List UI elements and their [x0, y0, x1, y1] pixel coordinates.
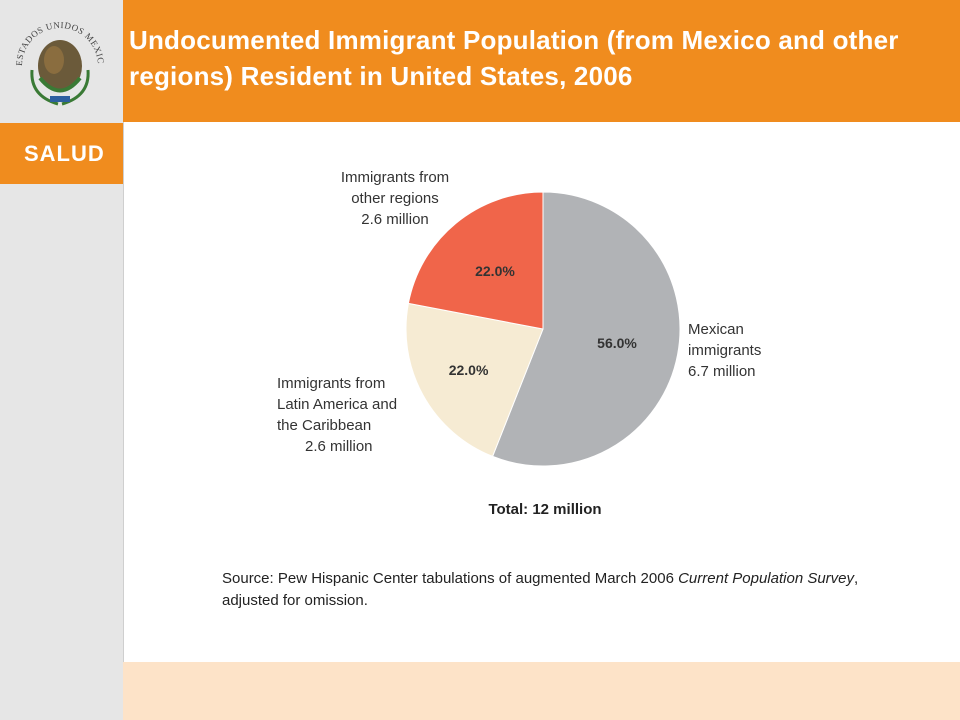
header: Undocumented Immigrant Population (from … — [123, 0, 960, 122]
pie-slice-other-regions — [407, 191, 544, 330]
source-note: Source: Pew Hispanic Center tabulations … — [222, 568, 862, 612]
source-italic: Current Population Survey — [678, 570, 855, 587]
slice-label-other-regions-line: 2.6 million — [361, 211, 429, 228]
salud-tab[interactable]: SALUD — [0, 123, 123, 184]
source-suffix: , adjusted for omission. — [222, 570, 859, 609]
slice-label-other-regions: Immigrants from other regions 2.6 million — [341, 169, 449, 228]
slice-label-latin-america-line: Latin America and — [277, 396, 397, 413]
pct-label-other-regions: 22.0% — [475, 263, 515, 279]
slice-label-latin-america: Immigrants from Latin America and the Cari… — [277, 375, 397, 455]
page-title: Undocumented Immigrant Population (from … — [129, 25, 899, 91]
mexican-seal-icon: ESTADOS UNIDOS MEXICANOS — [10, 8, 106, 106]
slice-label-other-regions-line: Immigrants from — [341, 169, 449, 186]
total-label: Total: 12 million — [488, 501, 601, 518]
slice-label-mexican-line: 6.7 million — [688, 363, 756, 380]
salud-label: SALUD — [24, 140, 105, 166]
footer-band — [123, 662, 960, 720]
slice-label-mexican-line: immigrants — [688, 342, 761, 359]
slice-label-mexican: Mexican immigrants 6.7 million — [688, 321, 761, 380]
pct-label-mexican: 56.0% — [597, 335, 637, 351]
pie-chart: 56.0% 22.0% 22.0% Mexican immigrants 6.7 mill… — [277, 169, 761, 518]
pie-slice-latin-america — [405, 302, 544, 458]
slice-label-latin-america-line: 2.6 million — [305, 438, 373, 455]
slice-label-latin-america-line: Immigrants from — [277, 375, 385, 392]
slice-label-latin-america-line: the Caribbean — [277, 417, 371, 434]
slice-label-mexican-line: Mexican — [688, 321, 744, 338]
pct-label-latin-america: 22.0% — [449, 362, 489, 378]
slice-label-other-regions-line: other regions — [351, 190, 439, 207]
source-prefix: Source: Pew Hispanic Center tabulations … — [222, 570, 679, 587]
seal-box: ESTADOS UNIDOS MEXICANOS — [0, 0, 123, 122]
pie-slice-mexican — [491, 191, 681, 467]
